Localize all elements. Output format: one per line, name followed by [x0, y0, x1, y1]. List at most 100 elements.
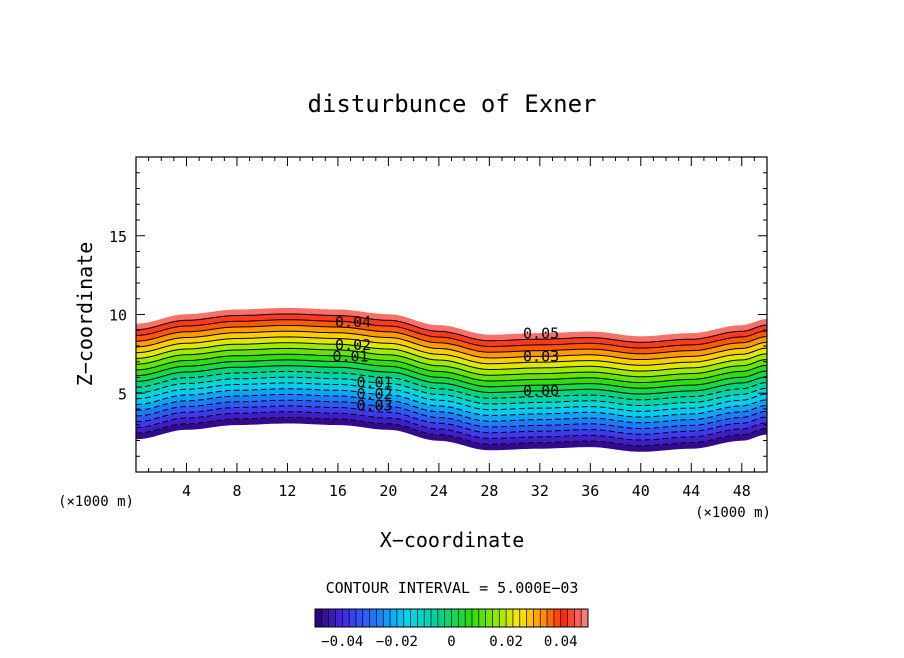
plot-area: 0.040.020.010.010.020.030.030.050.030.00 — [136, 307, 767, 452]
colorbar-cell — [390, 609, 398, 627]
contour-line — [136, 393, 767, 424]
y-tick-label: 5 — [118, 385, 127, 403]
contour-line — [136, 330, 767, 360]
colorbar-cell — [396, 609, 405, 627]
colorbar-cell — [547, 609, 555, 627]
x-tick-label: 44 — [682, 482, 700, 500]
x-tick-label: 12 — [278, 482, 296, 500]
colorbar-cell — [410, 609, 418, 627]
colorbar-cell — [349, 609, 357, 627]
contour-line — [136, 353, 767, 383]
colorbar-tick-label: 0.02 — [489, 634, 523, 650]
colorbar-cell — [465, 609, 473, 627]
contour-interval-text: CONTOUR INTERVAL = 5.000E−03 — [326, 579, 579, 597]
colorbar-cell — [321, 609, 329, 627]
x-tick-label: 20 — [379, 482, 397, 500]
x-tick-label: 32 — [531, 482, 549, 500]
contour-line — [136, 382, 767, 412]
contour-line — [136, 399, 767, 429]
contour-line — [136, 376, 767, 406]
colorbar-cell — [444, 609, 452, 627]
contour-label: 0.00 — [523, 382, 559, 400]
contour-label: 0.01 — [332, 348, 368, 366]
contour-line — [136, 319, 767, 349]
colorbar-cell — [437, 609, 445, 627]
x-tick-label: 8 — [232, 482, 241, 500]
x-tick-label: 4 — [182, 482, 191, 500]
colorbar-cell — [403, 609, 411, 627]
contour-label: 0.03 — [356, 397, 392, 415]
colorbar-cell — [553, 609, 562, 627]
colorbar-cell — [328, 609, 336, 627]
colorbar-cell — [362, 609, 370, 627]
contour-label: 0.04 — [335, 313, 371, 331]
colorbar-cell — [567, 609, 575, 627]
colorbar-cell — [417, 609, 425, 627]
colorbar-cell — [424, 609, 432, 627]
y-axis-title: Z−coordinate — [73, 242, 97, 387]
colorbar-cell — [519, 609, 527, 627]
colorbar-cell — [431, 609, 439, 627]
x-tick-label: 40 — [632, 482, 650, 500]
contour-line — [136, 313, 767, 343]
contour-line — [136, 336, 767, 366]
colorbar-tick-label: 0.04 — [544, 634, 578, 650]
chart-title: disturbunce of Exner — [308, 90, 597, 118]
colorbar-cell — [581, 609, 589, 627]
x-tick-label: 48 — [733, 482, 751, 500]
colorbar-cell — [478, 609, 486, 627]
contour-line — [136, 342, 767, 372]
colorbar-cell — [369, 609, 377, 627]
contour-line — [136, 388, 767, 418]
contour-line — [136, 416, 767, 447]
colorbar-cell — [492, 609, 500, 627]
y-tick-label: 15 — [109, 228, 127, 246]
colorbar-cell — [355, 609, 364, 627]
contour-line — [136, 325, 767, 355]
contour-line — [136, 359, 767, 389]
colorbar-cell — [335, 609, 343, 627]
colorbar-cell — [451, 609, 459, 627]
colorbar-cell — [533, 609, 541, 627]
contour-label: 0.03 — [356, 397, 392, 415]
colorbar-cell — [342, 609, 350, 627]
x-unit-label-left: (×1000 m) — [58, 494, 134, 510]
colorbar-tick-label: −0.02 — [376, 634, 418, 650]
colorbar-cell — [376, 609, 384, 627]
colorbar-tick-label: 0 — [447, 634, 455, 650]
colorbar-cell — [499, 609, 507, 627]
y-tick-label: 10 — [109, 307, 127, 325]
colorbar-cell — [540, 609, 548, 627]
colorbar-cell — [458, 609, 466, 627]
colorbar-cell — [315, 609, 323, 627]
contour-label: 0.01 — [356, 374, 392, 392]
colorbar-cell — [471, 609, 480, 627]
contour-line — [136, 411, 767, 441]
colorbar-cell — [512, 609, 521, 627]
x-tick-label: 28 — [480, 482, 498, 500]
x-axis-title: X−coordinate — [380, 528, 525, 552]
contour-lines — [136, 313, 767, 447]
colorbar-cell — [383, 609, 391, 627]
colorbar-cell — [526, 609, 534, 627]
contour-label: 0.02 — [335, 336, 371, 354]
x-tick-label: 36 — [581, 482, 599, 500]
contour-label: 0.05 — [523, 324, 559, 342]
colorbar-cell — [506, 609, 514, 627]
colorbar-cell — [560, 609, 568, 627]
colorbar — [314, 609, 589, 627]
x-tick-label: 24 — [430, 482, 448, 500]
x-unit-label-right: (×1000 m) — [695, 505, 771, 521]
colorbar-cell — [574, 609, 582, 627]
contour-labels: 0.040.020.010.010.020.030.030.050.030.00 — [332, 313, 559, 415]
contour-line — [136, 347, 767, 378]
contour-line — [136, 370, 767, 401]
colorbar-tick-label: −0.04 — [321, 634, 363, 650]
contour-line — [136, 405, 767, 435]
colorbar-frame — [314, 608, 589, 628]
contour-line — [136, 365, 767, 395]
x-tick-label: 16 — [329, 482, 347, 500]
